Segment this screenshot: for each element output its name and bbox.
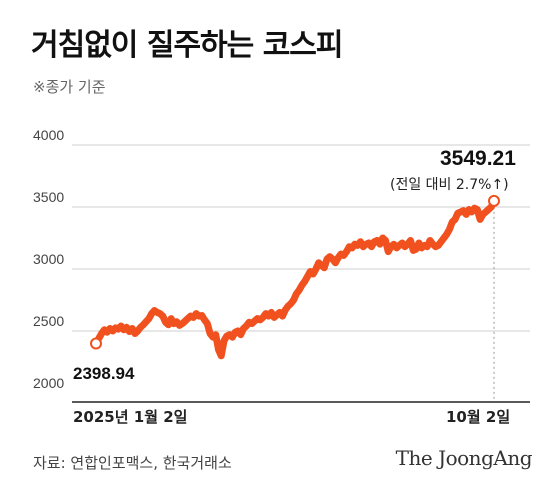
y-tick-label: 3500: [33, 189, 64, 205]
y-axis-ticks: 2000 2500 3000 3500 4000: [33, 127, 64, 391]
x-label-start: 2025년 1월 2일: [73, 408, 187, 426]
y-tick-label: 3000: [33, 251, 64, 267]
source-note: 자료: 연합인포맥스, 한국거래소: [33, 454, 232, 472]
grid-layer: [72, 144, 530, 332]
end-point: [488, 194, 500, 207]
start-value-label: 2398.94: [73, 364, 135, 383]
publisher-logo: The JoongAng: [395, 446, 533, 470]
x-label-end: 10월 2일: [446, 408, 510, 426]
series-line: [92, 197, 498, 360]
chart-subtitle: ※종가 기준: [33, 78, 106, 96]
y-tick-label: 2000: [33, 375, 64, 391]
chart-title: 거침없이 질주하는 코스피: [31, 28, 343, 63]
end-value-label: 3549.21: [440, 147, 516, 170]
y-tick-label: 2500: [33, 313, 64, 329]
y-tick-label: 4000: [33, 127, 64, 143]
start-point: [90, 337, 102, 350]
end-change-note: (전일 대비 2.7%↑): [390, 177, 509, 193]
